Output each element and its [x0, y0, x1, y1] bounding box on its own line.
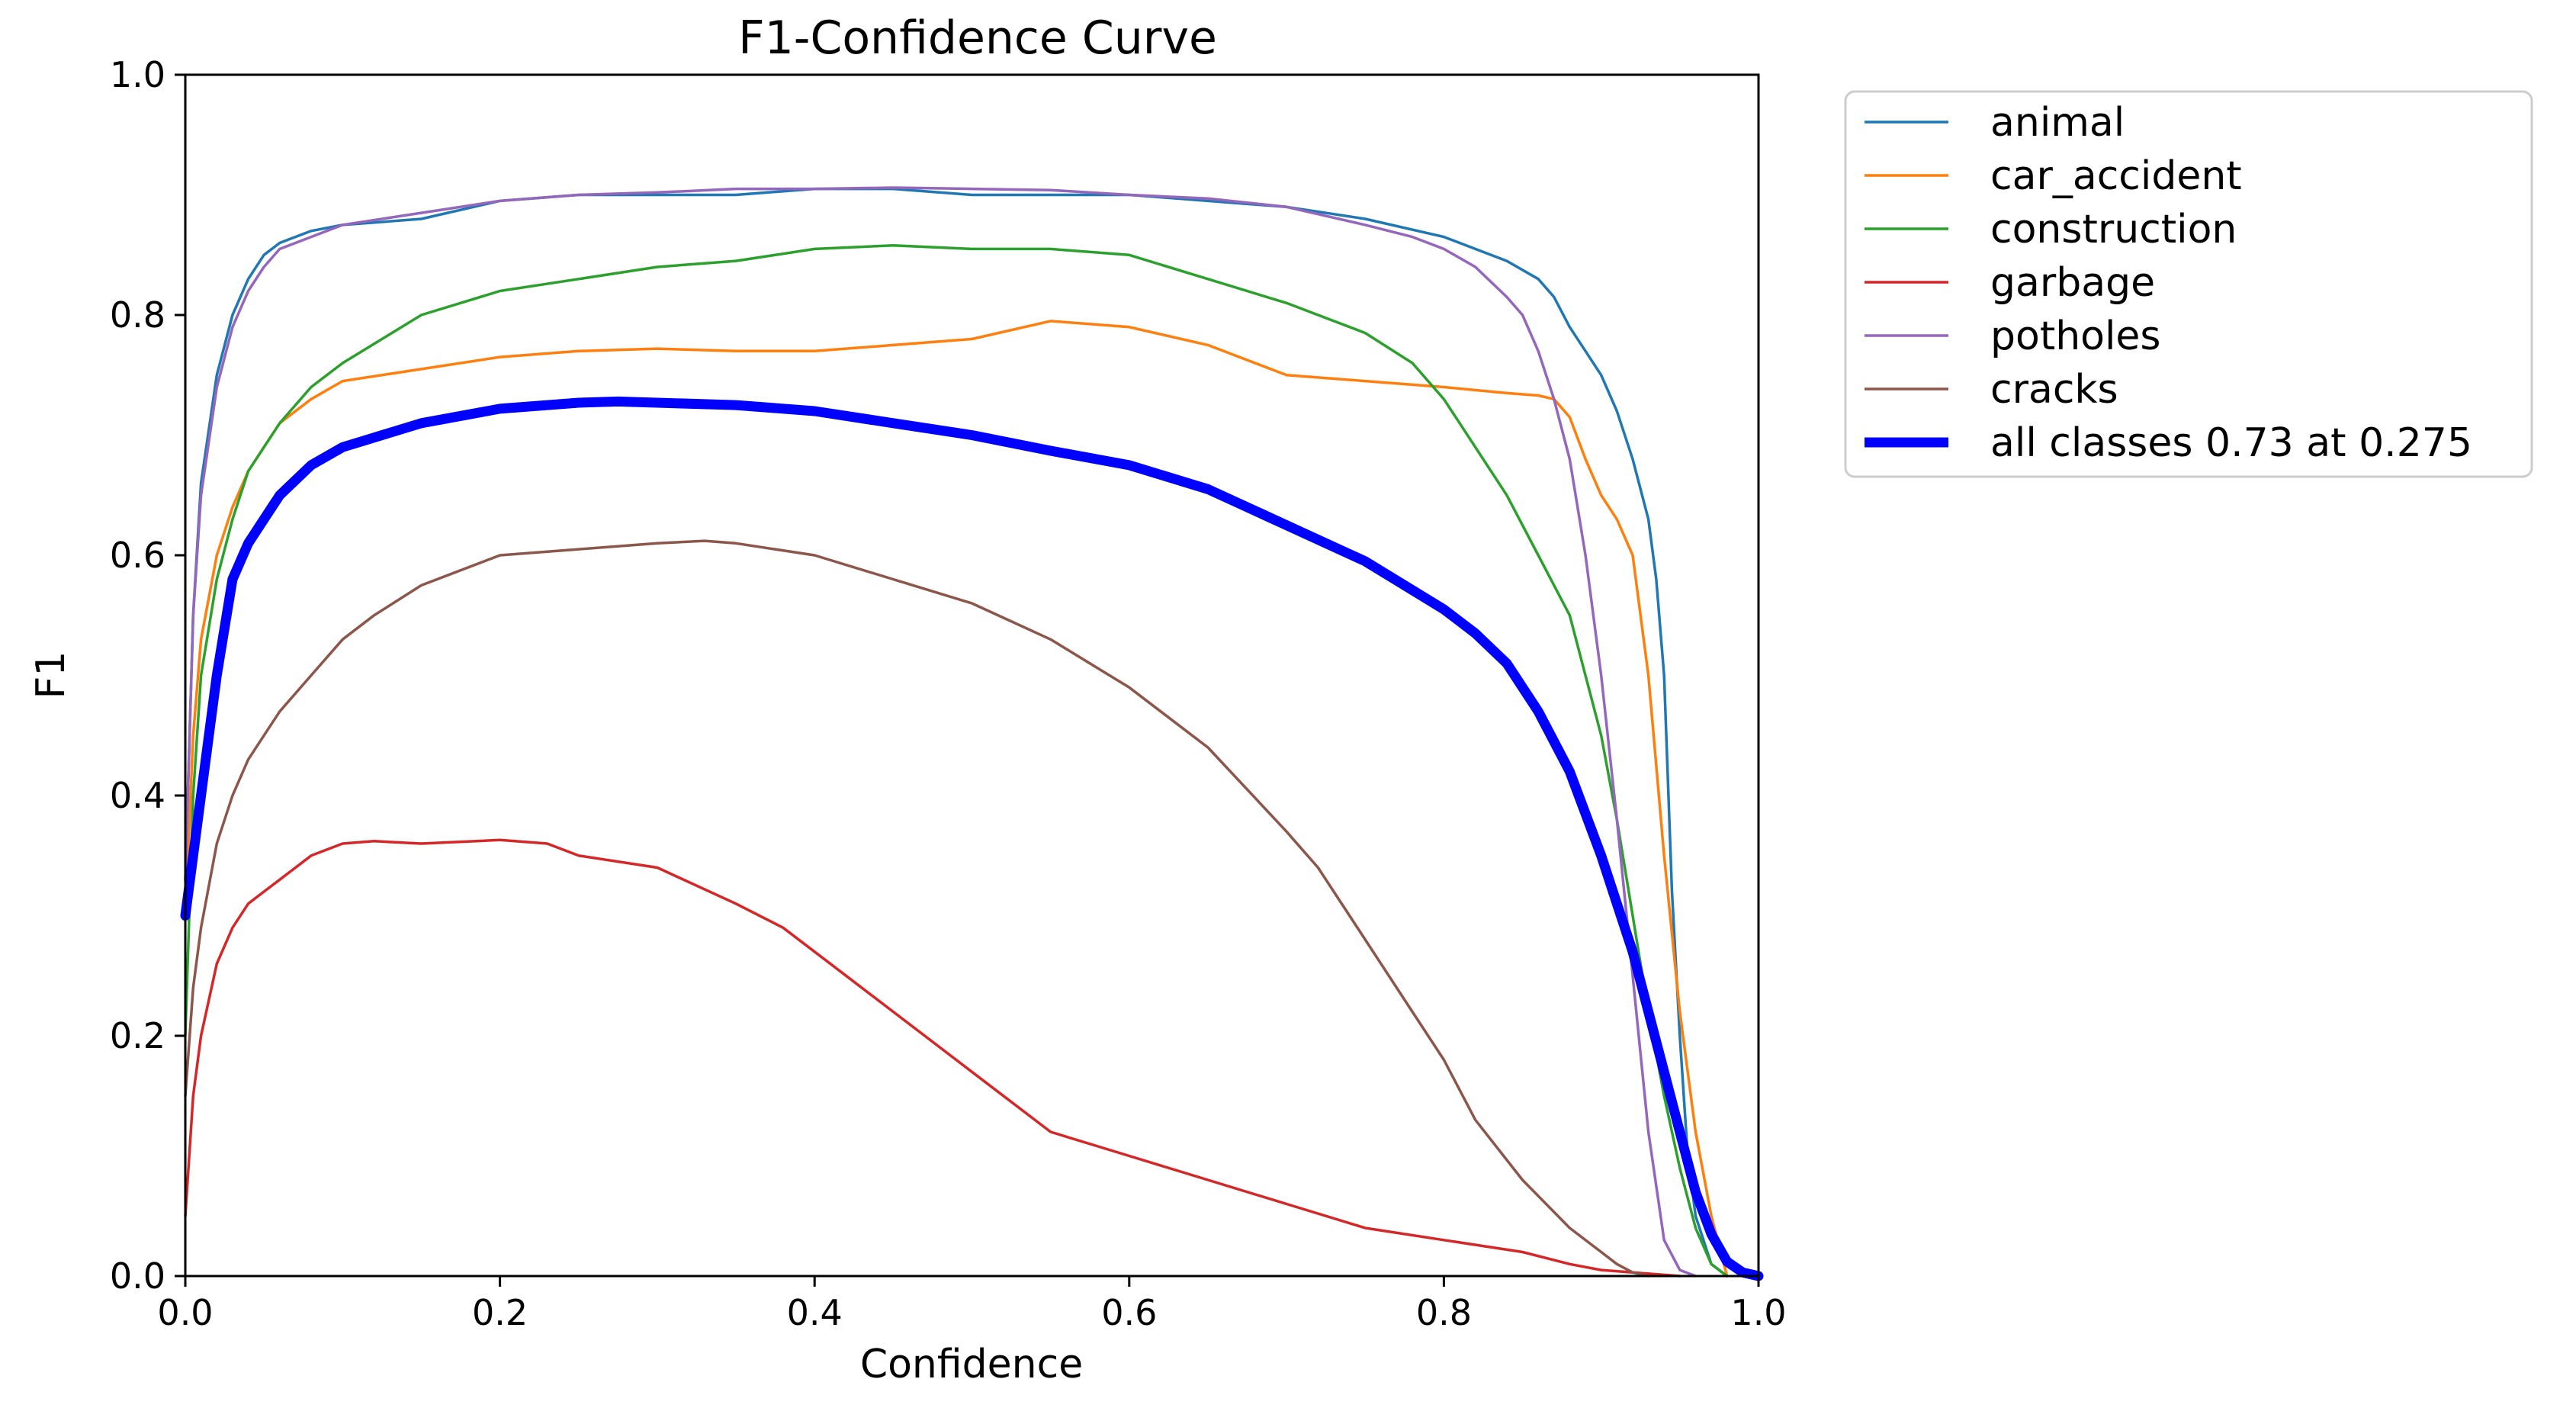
y-axis-ticks: 0.0 0.2 0.4 0.6 0.8 1.0: [110, 54, 185, 1297]
legend-label: car_accident: [1990, 153, 2242, 199]
legend: animal car_accident construction garbage pot…: [1844, 90, 2533, 478]
series-line-5: [184, 186, 1698, 1278]
y-tick-label: 0.2: [110, 1015, 165, 1056]
legend-label: garbage: [1990, 260, 2155, 306]
legend-box: [1844, 90, 2533, 478]
legend-label: construction: [1990, 207, 2237, 252]
legend-entries: animal car_accident construction garbage pot…: [1865, 100, 2472, 466]
series-layer: [180, 186, 1764, 1281]
x-tick-label: 0.4: [787, 1292, 843, 1333]
series-line-6: [184, 539, 1650, 1278]
x-tick-label: 0.0: [157, 1292, 213, 1333]
y-tick-label: 0.6: [110, 535, 165, 576]
x-tick-label: 0.2: [472, 1292, 528, 1333]
series-line-4: [184, 838, 1681, 1278]
series-line-7: [180, 396, 1764, 1281]
series-line-3: [184, 243, 1729, 1278]
series-line-1: [184, 187, 1729, 1278]
legend-label: animal: [1990, 100, 2125, 146]
x-axis-label: Confidence: [860, 1342, 1083, 1387]
x-tick-label: 0.8: [1416, 1292, 1472, 1333]
x-tick-label: 0.6: [1101, 1292, 1157, 1333]
legend-label: cracks: [1990, 367, 2118, 413]
plot-frame: [184, 73, 1760, 1278]
y-tick-label: 0.4: [110, 775, 165, 816]
chart-title: F1-Confidence Curve: [738, 11, 1217, 65]
y-tick-label: 1.0: [110, 54, 165, 95]
y-tick-label: 0.8: [110, 294, 165, 336]
x-axis-ticks: 0.0 0.2 0.4 0.6 0.8 1.0: [157, 1276, 1787, 1333]
legend-label: potholes: [1990, 313, 2161, 359]
y-axis-label: F1: [28, 651, 74, 699]
y-tick-label: 0.0: [110, 1255, 165, 1297]
legend-label: all classes 0.73 at 0.275: [1990, 420, 2472, 466]
x-tick-label: 1.0: [1730, 1292, 1786, 1333]
